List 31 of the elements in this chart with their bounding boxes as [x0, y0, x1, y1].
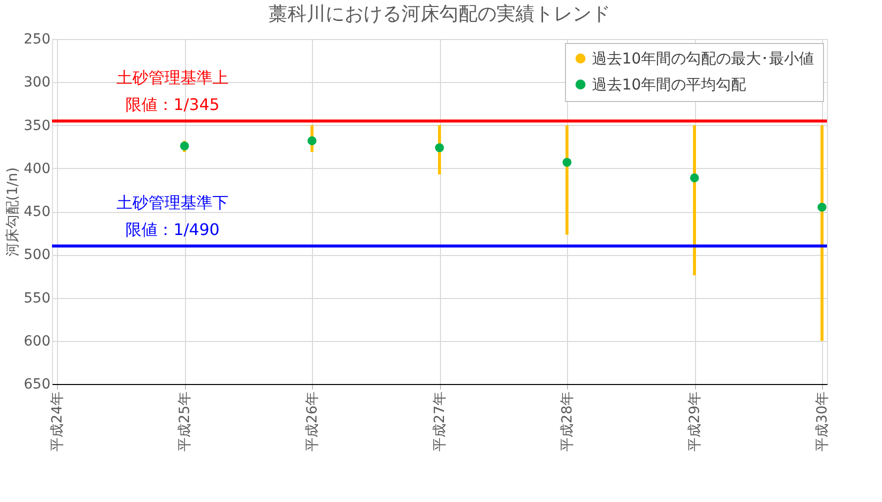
point: [435, 143, 444, 152]
y-tick-label: 400: [24, 160, 50, 177]
y-tick-label: 650: [24, 376, 50, 392]
y-tick-label: 350: [24, 118, 50, 134]
legend-label: 過去10年間の勾配の最大･最小値: [592, 50, 814, 68]
x-tick-label: 平成30年: [814, 392, 830, 452]
point: [180, 141, 189, 150]
x-tick-label: 平成24年: [50, 392, 66, 452]
bar: [820, 125, 824, 341]
point: [818, 202, 826, 212]
point: [690, 173, 699, 182]
x-tick-label: 平成29年: [687, 392, 703, 452]
ref-line-label: 土砂管理基準上限値：1/345: [116, 68, 228, 114]
x-tick-label: 平成26年: [304, 392, 320, 452]
chart-title: 藁科川における河床勾配の実績トレンド: [268, 3, 610, 25]
x-tick-label: 平成25年: [177, 392, 193, 452]
legend-label: 過去10年間の平均勾配: [592, 76, 746, 94]
bar: [566, 125, 568, 235]
y-tick-label: 550: [24, 290, 50, 306]
y-tick-label: 300: [24, 74, 50, 91]
y-axis-title: 河床勾配(1/n): [4, 167, 21, 257]
y-tick-label: 250: [24, 32, 50, 48]
x-tick-label: 平成27年: [432, 392, 448, 452]
x-tick-label: 平成28年: [560, 392, 576, 452]
y-tick-label: 450: [24, 204, 50, 220]
point: [308, 136, 316, 146]
bar: [693, 125, 696, 276]
y-tick-label: 500: [24, 247, 50, 264]
point: [562, 158, 572, 167]
y-tick-label: 600: [24, 333, 50, 350]
ref-line-label: 土砂管理基準下限値：1/490: [116, 193, 228, 239]
